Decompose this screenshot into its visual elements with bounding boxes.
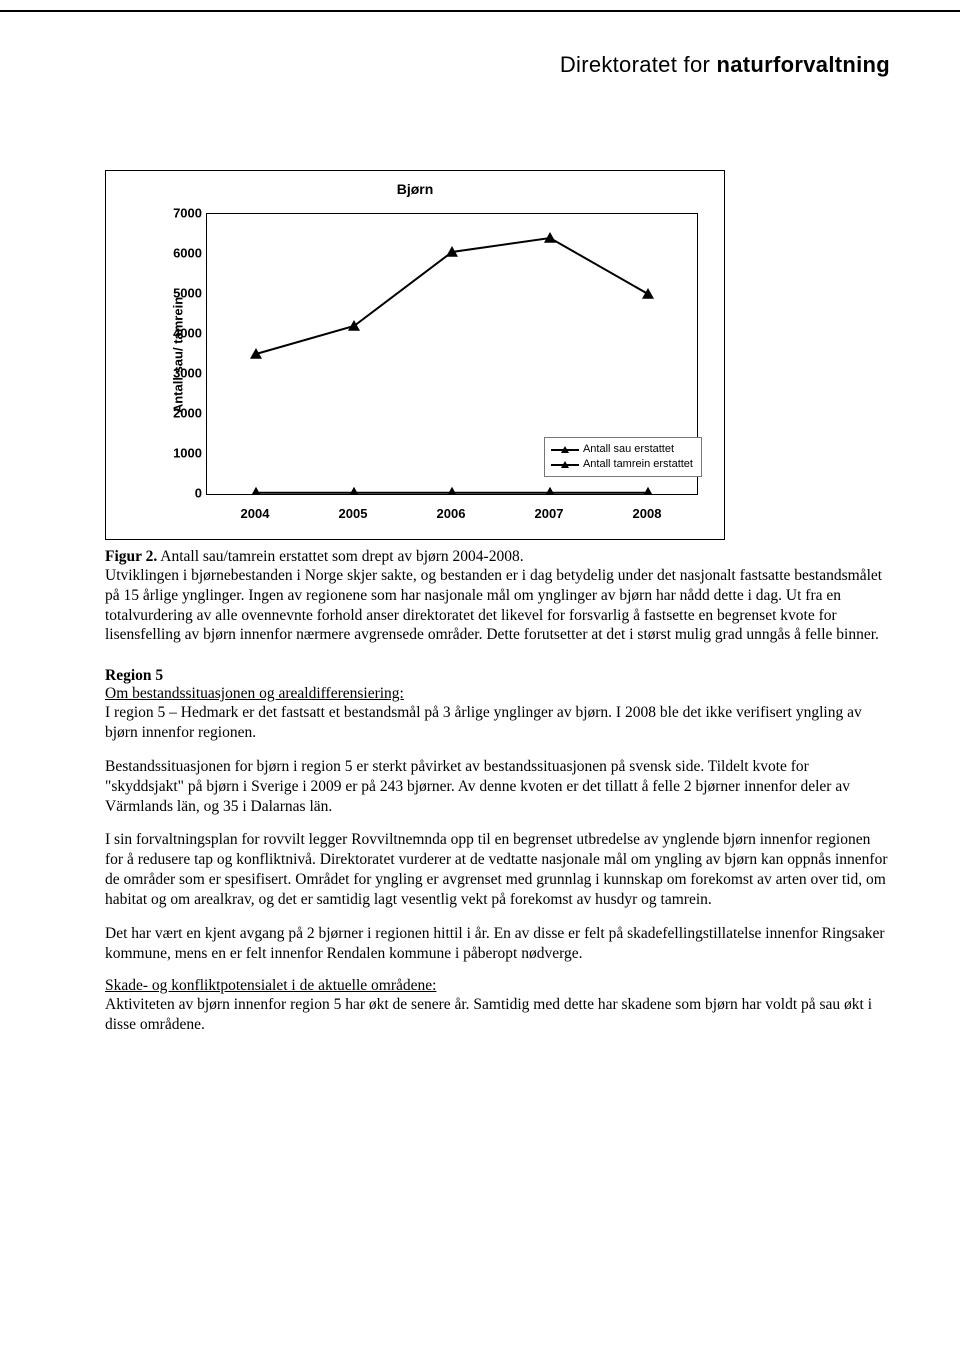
chart-legend: Antall sau erstattet Antall tamrein erst… <box>544 437 702 477</box>
region5-p1: I region 5 – Hedmark er det fastsatt et … <box>105 703 890 743</box>
region5-subhead-1: Om bestandssituasjonen og arealdifferens… <box>105 685 890 703</box>
legend-row-1: Antall tamrein erstattet <box>551 457 693 472</box>
chart-container: Bjørn Antall sau/ tamrein 0 1000 2000 30… <box>105 170 725 540</box>
figure-caption-label: Figur 2. <box>105 548 157 565</box>
region5-p2: Bestandssituasjonen for bjørn i region 5… <box>105 757 890 816</box>
brand-light: Direktoratet for <box>560 52 717 77</box>
brand-bold: naturforvaltning <box>717 52 890 77</box>
legend-label-0: Antall sau erstattet <box>583 442 674 457</box>
legend-row-0: Antall sau erstattet <box>551 442 693 457</box>
region5-subhead-2: Skade- og konfliktpotensialet i de aktue… <box>105 977 890 995</box>
chart-ylabel: Antall sau/ tamrein <box>171 297 186 413</box>
region5-p4: Det har vært en kjent avgang på 2 bjørne… <box>105 924 890 964</box>
region5-p5: Aktiviteten av bjørn innenfor region 5 h… <box>105 995 890 1035</box>
ytick-0: 0 <box>166 486 202 501</box>
intro-paragraph: Utviklingen i bjørnebestanden i Norge sk… <box>105 566 890 645</box>
ytick-5: 5000 <box>166 286 202 301</box>
xtick-4: 2008 <box>633 506 662 521</box>
legend-marker-icon <box>551 445 579 455</box>
ytick-6: 6000 <box>166 246 202 261</box>
figure-caption-text: Antall sau/tamrein erstattet som drept a… <box>157 548 523 565</box>
region5-title: Region 5 <box>105 667 890 685</box>
ytick-4: 4000 <box>166 326 202 341</box>
xtick-3: 2007 <box>535 506 564 521</box>
legend-label-1: Antall tamrein erstattet <box>583 457 693 472</box>
region5-p3: I sin forvaltningsplan for rovvilt legge… <box>105 830 890 909</box>
org-header: Direktoratet for naturforvaltning <box>560 52 890 78</box>
ytick-1: 1000 <box>166 446 202 461</box>
xtick-0: 2004 <box>241 506 270 521</box>
chart-title: Bjørn <box>106 181 724 197</box>
ytick-2: 2000 <box>166 406 202 421</box>
ytick-7: 7000 <box>166 206 202 221</box>
page: Direktoratet for naturforvaltning Bjørn … <box>0 0 960 1348</box>
xtick-2: 2006 <box>437 506 466 521</box>
legend-marker-icon <box>551 460 579 470</box>
ytick-3: 3000 <box>166 366 202 381</box>
top-rule <box>0 10 960 12</box>
xtick-1: 2005 <box>339 506 368 521</box>
figure-caption: Figur 2. Antall sau/tamrein erstattet so… <box>105 548 890 566</box>
